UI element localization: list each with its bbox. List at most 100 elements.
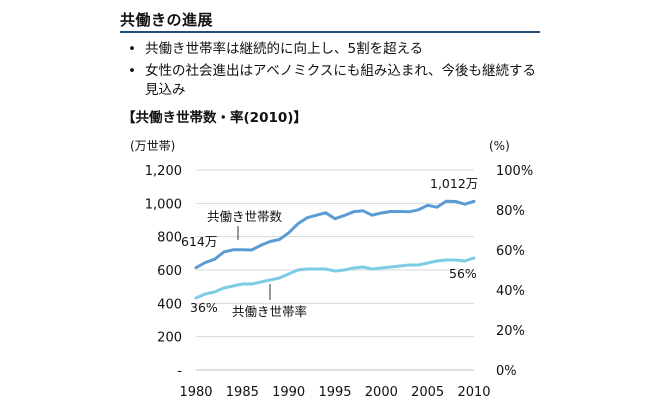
series-1-point [444,258,448,262]
series-0-point [231,248,235,252]
left-axis-unit: (万世帯) [130,139,175,153]
series-1-point [296,268,300,272]
series-1-point [268,278,272,282]
series-1-point [370,267,374,271]
series-1-point [342,268,346,272]
bullet-item: • 共働き世帯率は継続的に向上し、5割を超える [128,40,548,59]
x-tick-label: 1980 [179,385,212,400]
bullet-item: • 女性の社会進出はアベノミクスにも組み込まれ、今後も継続する見込み [128,62,548,100]
series-0-point [250,248,253,252]
bullet-mark: • [128,63,136,79]
left-tick-label: 200 [157,331,182,346]
right-tick-label: 40% [496,284,525,299]
series-0-point [352,210,355,214]
series-1-point [472,256,476,260]
left-tick-label: 1,200 [145,164,182,179]
series-0-point [426,204,429,207]
series-line-1 [194,256,476,300]
x-tick-label: 2005 [411,385,444,400]
series-1-point [213,290,216,294]
series-0-point [398,210,402,213]
right-tick-label: 20% [496,324,525,339]
page-heading: 共働きの進展 [120,11,214,29]
series-1-point [426,261,429,265]
left-tick-label: 800 [157,231,182,246]
bullet-text: 女性の社会進出はアベノミクスにも組み込まれ、今後も継続する見込み [145,63,536,98]
series-1-point [361,265,365,269]
left-tick-label: - [177,364,182,379]
series-1-point [203,292,207,296]
series-1-point [231,284,235,288]
left-tick-label: 400 [157,297,182,312]
right-tick-label: 80% [496,204,525,219]
series-1-point [417,263,420,267]
series-1-point [352,266,355,270]
series-0-point [463,202,467,206]
left-tick-label: 1,000 [145,197,182,212]
series-1-point [194,296,198,300]
series-label-rate: 共働き世帯率 [232,304,307,319]
series-0-point [370,213,374,217]
series-0-point [287,231,290,235]
annotation-end-count: 1,012万 [430,176,478,191]
series-0-point [203,261,207,264]
series-1-point [259,280,263,284]
right-axis-unit: (%) [489,139,510,153]
x-tick-label: 2010 [457,385,490,400]
series-1-point [398,264,402,268]
x-tick-label: 1995 [318,385,351,400]
series-0-point [361,209,365,212]
series-0-point [324,211,328,215]
series-0-point [296,222,300,226]
series-1-point [333,269,337,273]
series-0-point [222,250,226,254]
series-0-point [315,213,318,217]
series-0-point [259,244,263,247]
series-1-point [389,265,392,269]
series-0-point [454,200,457,203]
series-1-point [241,282,244,286]
series-0-point [268,240,272,243]
series-0-point [380,211,383,215]
series-0-point [407,210,411,214]
series-0-point [305,216,309,219]
series-label-count: 共働き世帯数 [207,209,283,224]
series-1-point [454,258,457,262]
series-1-point [315,267,318,271]
series-0-point [342,214,346,217]
annotation-end-rate: 56% [449,266,477,281]
bullet-mark: • [128,41,136,57]
annotation-start-rate: 36% [190,300,218,315]
series-0-point [333,217,337,220]
x-tick-label: 1985 [226,385,259,400]
series-1-point [305,267,309,271]
series-1-point [222,286,226,290]
series-1-point [287,272,290,276]
series-0-point [389,210,392,213]
series-0-point [435,205,439,209]
chart-title: 【共働き世帯数・率(2010)】 [122,110,307,126]
series-0-point [278,238,281,241]
right-tick-label: 100% [496,164,533,179]
series-1-point [380,266,383,270]
right-tick-label: 60% [496,244,525,259]
series-1-point [250,282,253,286]
series-1-point [324,267,328,271]
series-0-point [444,199,448,203]
series-1-point [435,259,439,263]
left-tick-label: 600 [157,264,182,279]
series-1-point [463,259,467,263]
series-0-point [417,208,420,212]
annotation-start-count: 614万 [181,234,217,249]
heading-underline [120,31,540,33]
series-0-point [472,200,476,203]
x-tick-label: 1990 [272,385,305,400]
series-1-point [407,263,411,267]
series-0-point [213,258,216,261]
series-0-point [241,248,244,251]
bullet-list: • 共働き世帯率は継続的に向上し、5割を超える • 女性の社会進出はアベノミクス… [128,40,548,103]
bullet-text: 共働き世帯率は継続的に向上し、5割を超える [145,41,424,57]
right-tick-label: 0% [496,364,517,379]
series-0-point [194,266,198,269]
